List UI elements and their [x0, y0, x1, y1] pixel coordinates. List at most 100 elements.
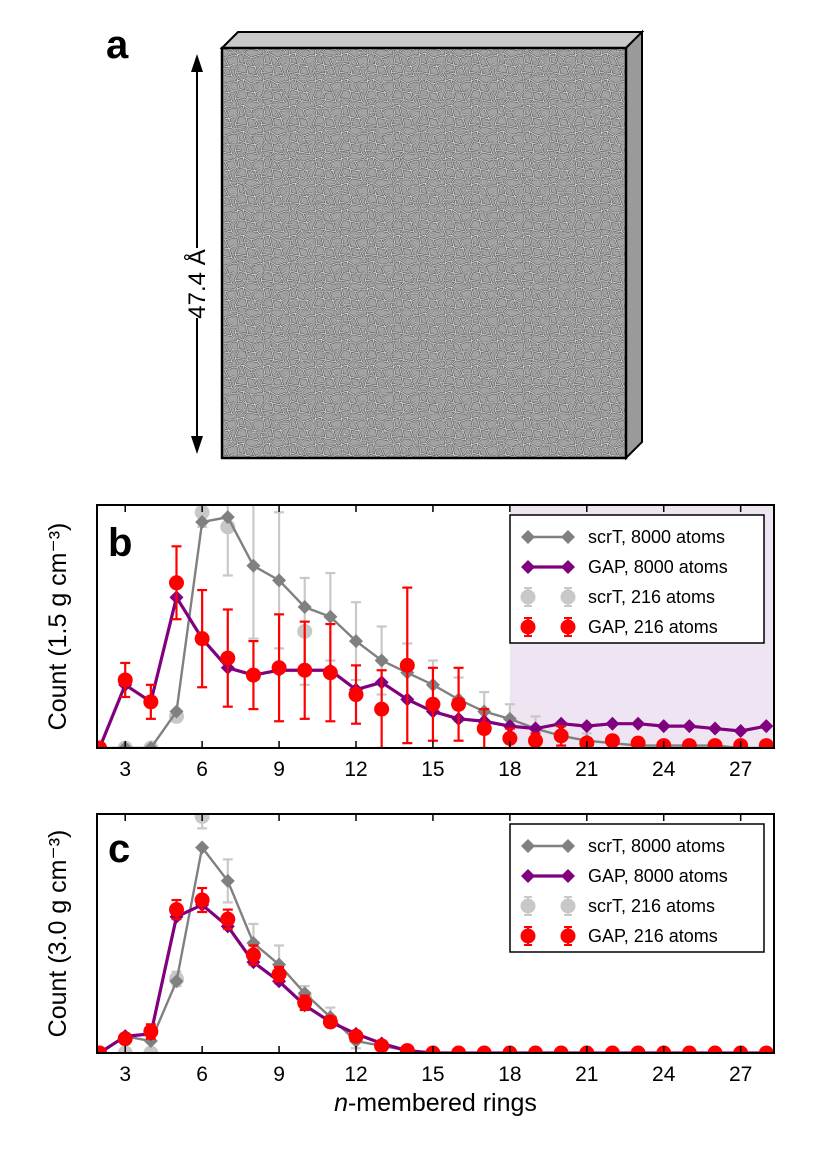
legend-marker — [561, 869, 575, 883]
data-point — [97, 740, 108, 748]
data-point — [349, 634, 364, 649]
data-point — [758, 1045, 774, 1053]
legend-marker — [520, 898, 536, 914]
legend-label: GAP, 216 atoms — [588, 926, 718, 946]
legend-marker — [521, 839, 535, 853]
data-point — [195, 840, 210, 855]
data-point — [631, 716, 646, 731]
data-point — [194, 892, 210, 908]
x-tick-label: 9 — [273, 1063, 285, 1086]
legend-entry: GAP, 216 atoms — [520, 926, 718, 946]
data-point — [605, 716, 620, 731]
legend: scrT, 8000 atoms GAP, 8000 atoms scrT, 216… — [509, 514, 765, 644]
data-point — [681, 738, 697, 748]
y-axis-label: Count (1.5 g cm⁻³) — [44, 523, 72, 731]
data-point — [630, 1045, 646, 1053]
panel-c-chart: c 3 6 9 12 15 18 21 24 27 Count (3.0 g cm⁻³) n-mem… — [44, 813, 775, 1117]
data-point — [195, 515, 210, 530]
data-point — [322, 665, 338, 681]
legend-label: GAP, 8000 atoms — [588, 866, 728, 886]
data-point — [143, 1023, 159, 1039]
data-point — [502, 711, 517, 726]
plot-frame — [96, 813, 775, 1054]
x-tick-label: 18 — [498, 1063, 521, 1086]
data-point — [733, 723, 748, 738]
series-line — [98, 902, 767, 1053]
data-point — [143, 741, 158, 748]
data-point — [271, 660, 287, 676]
data-point — [143, 694, 159, 710]
legend-marker — [521, 869, 535, 883]
amorphous-carbon-structure — [219, 29, 645, 461]
data-point — [604, 733, 620, 748]
data-point — [451, 696, 467, 712]
legend: scrT, 8000 atoms GAP, 8000 atoms scrT, 216… — [509, 823, 765, 953]
x-tick-label: 18 — [498, 758, 521, 781]
legend-label: scrT, 8000 atoms — [588, 836, 725, 856]
data-point — [220, 510, 235, 525]
x-tick-label: 27 — [729, 1063, 752, 1086]
plot-area — [97, 814, 774, 1053]
data-point — [97, 1045, 108, 1053]
data-point — [451, 1045, 467, 1053]
legend-entry: GAP, 8000 atoms — [521, 557, 728, 577]
x-tick-label: 6 — [196, 1063, 208, 1086]
panel-letter-c: c — [108, 827, 130, 871]
y-axis-label: Count (3.0 g cm⁻³) — [44, 830, 72, 1038]
x-tick-label: 12 — [344, 1063, 367, 1086]
data-point — [168, 575, 184, 591]
data-point — [169, 704, 184, 719]
data-point — [528, 1045, 544, 1053]
box-size-label: 47.4 Å — [183, 249, 211, 318]
data-point — [246, 558, 261, 573]
data-point — [143, 1045, 159, 1053]
data-point — [194, 505, 210, 520]
data-point — [220, 650, 236, 666]
x-tick-label: 3 — [119, 1063, 131, 1086]
legend-marker — [560, 589, 576, 605]
data-point — [348, 1028, 364, 1044]
series-line — [98, 844, 767, 1053]
data-point — [399, 1043, 415, 1053]
data-point — [374, 653, 389, 668]
legend-entry: scrT, 8000 atoms — [521, 836, 725, 856]
data-point — [553, 1045, 569, 1053]
legend-marker — [561, 530, 575, 544]
data-point — [168, 902, 184, 918]
data-point — [297, 600, 312, 615]
legend-marker — [520, 619, 536, 635]
data-point — [502, 730, 518, 746]
data-point — [271, 966, 287, 982]
data-point — [681, 1045, 697, 1053]
data-point — [528, 733, 544, 748]
panel-letter-b: b — [108, 521, 132, 565]
x-tick-label: 12 — [344, 758, 367, 781]
data-point — [425, 696, 441, 712]
data-point — [604, 1045, 620, 1053]
legend-label: scrT, 216 atoms — [588, 587, 715, 607]
data-point — [272, 573, 287, 588]
x-axis-label: n-membered rings — [334, 1089, 537, 1117]
x-tick-label: 24 — [652, 1063, 676, 1086]
data-point — [374, 701, 390, 717]
data-point — [297, 995, 313, 1011]
panel-letter-a: a — [106, 23, 129, 67]
dimension-arrow: 47.4 Å — [183, 54, 211, 454]
data-point — [246, 936, 261, 951]
data-point — [708, 721, 723, 736]
data-point — [117, 672, 133, 688]
legend-marker — [561, 839, 575, 853]
data-point — [528, 721, 543, 736]
legend-marker — [560, 928, 576, 944]
data-point — [682, 719, 697, 734]
legend-entry: GAP, 216 atoms — [520, 617, 718, 637]
legend-label: GAP, 216 atoms — [588, 617, 718, 637]
x-tick-label: 21 — [575, 758, 598, 781]
data-point — [220, 873, 235, 888]
x-tick-label: 24 — [652, 758, 676, 781]
x-tick-label: 15 — [421, 758, 444, 781]
data-point — [169, 974, 184, 989]
data-point — [245, 667, 261, 683]
data-point — [758, 738, 774, 748]
